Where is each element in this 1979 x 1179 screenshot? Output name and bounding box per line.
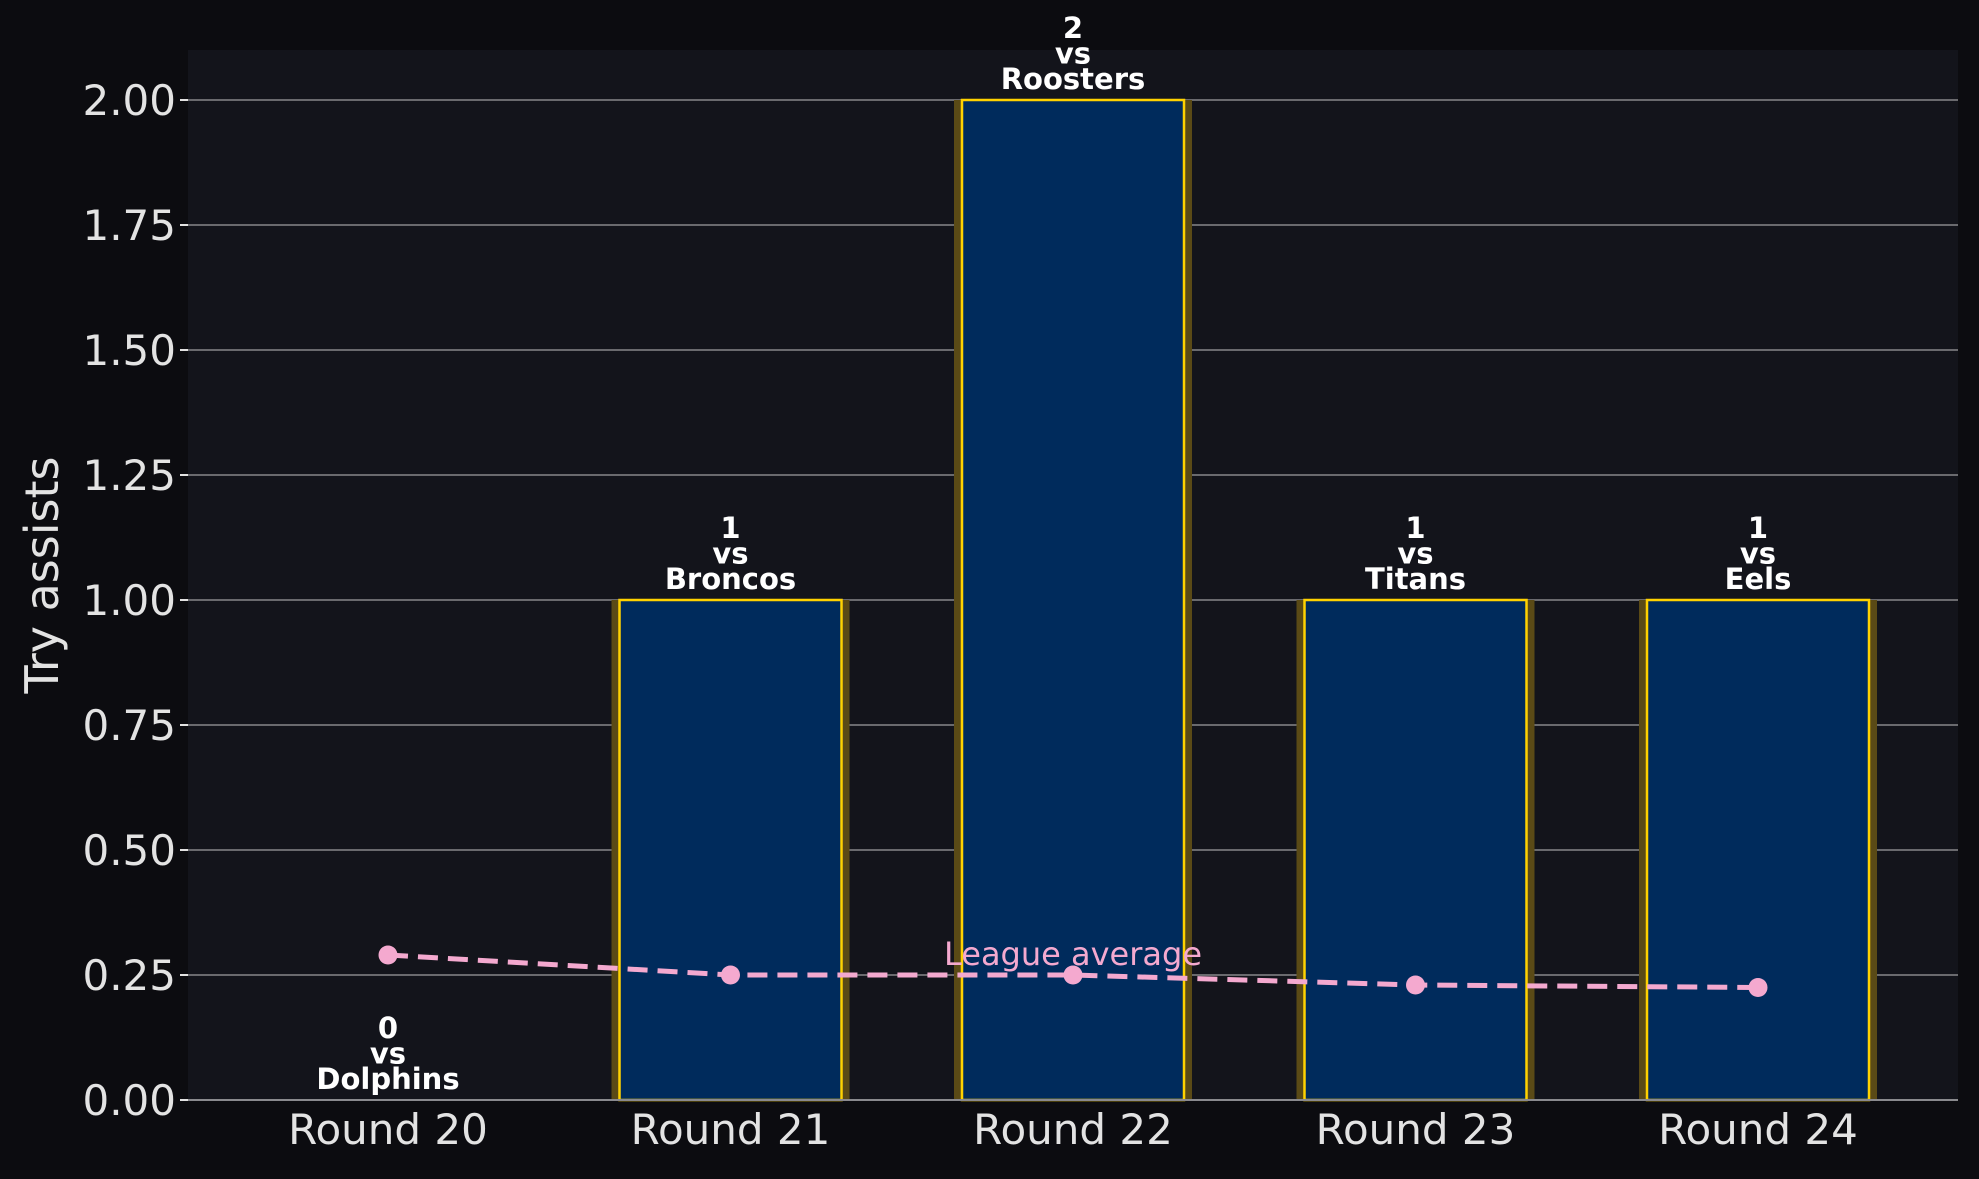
- bar-label: 1: [1405, 511, 1425, 545]
- bar-label: 1: [720, 511, 740, 545]
- league-average-series: [378, 945, 1768, 997]
- x-tick-label: Round 23: [1316, 1105, 1516, 1154]
- bar-label: Dolphins: [316, 1062, 459, 1096]
- bar-label: Broncos: [665, 562, 796, 596]
- bars: [277, 98, 1871, 1102]
- y-axis-title: Try assists: [15, 457, 69, 695]
- league-average-marker: [1748, 978, 1768, 997]
- y-tick-label: 0.00: [82, 1076, 176, 1125]
- y-tick-label: 1.75: [82, 201, 176, 250]
- bar-label: 1: [1748, 511, 1768, 545]
- league-average-marker: [1063, 965, 1083, 985]
- bar: [1303, 598, 1528, 1102]
- y-tick-label: 0.50: [82, 826, 176, 875]
- x-tick-label: Round 22: [973, 1105, 1173, 1154]
- bar-label: Roosters: [1001, 62, 1146, 96]
- league-average-marker: [378, 945, 398, 965]
- x-tick-label: Round 20: [288, 1105, 488, 1154]
- bar-labels: 0vsDolphins1vsBroncos2vsRoosters1vsTitan…: [316, 11, 1791, 1096]
- bar-label: vs: [1397, 537, 1433, 571]
- league-average-marker: [721, 965, 740, 985]
- bar-label: 0: [378, 1011, 398, 1045]
- x-tick-label: Round 21: [631, 1105, 831, 1154]
- bar-label: 2: [1063, 11, 1083, 45]
- league-average-line: [387, 952, 1759, 990]
- y-tick-label: 1.00: [82, 576, 176, 625]
- x-tick-label: Round 24: [1658, 1105, 1858, 1154]
- axes: Round 20 Round 21 Round 22 Round 23 Round 24…: [82, 76, 1958, 1154]
- y-tick-label: 2.00: [82, 76, 176, 125]
- bar-label: vs: [1055, 37, 1091, 71]
- bar-label: vs: [1740, 537, 1776, 571]
- bar-label: vs: [712, 537, 748, 571]
- league-average-marker: [1406, 975, 1425, 995]
- bar: [960, 98, 1186, 1102]
- bar-label: vs: [370, 1037, 406, 1071]
- league-average-label: League average: [944, 935, 1202, 973]
- y-tick-label: 0.75: [82, 701, 176, 750]
- bar-label: Eels: [1725, 562, 1792, 596]
- y-tick-label: 1.25: [82, 451, 176, 500]
- bar: [1645, 598, 1871, 1102]
- y-tick-label: 0.25: [82, 951, 176, 1000]
- bar-label: Titans: [1365, 562, 1466, 596]
- bar: [618, 598, 843, 1102]
- y-tick-label: 1.50: [82, 326, 176, 375]
